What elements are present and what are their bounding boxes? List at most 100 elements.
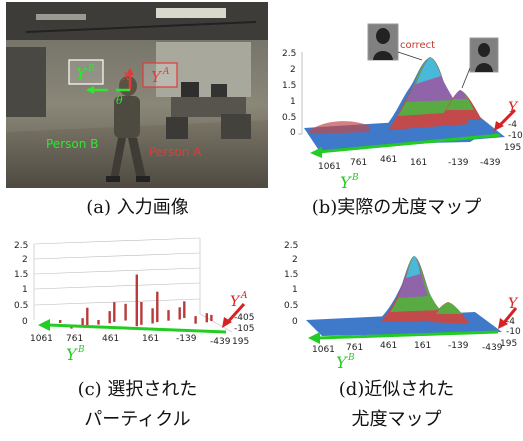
y-axis-sup-c: A — [240, 291, 248, 301]
y-tick: 195 — [500, 339, 517, 349]
x-axis-c — [38, 319, 227, 334]
particle-bar — [183, 301, 186, 318]
particle-bar — [124, 303, 127, 321]
particle-bar — [135, 274, 138, 327]
side-bump-b — [310, 121, 370, 134]
z-tick: 0 — [290, 128, 296, 138]
left-wall — [6, 47, 46, 117]
x-tick: -439 — [210, 337, 231, 347]
caption-b: (b)実際の尤度マップ — [311, 197, 482, 218]
z-tick: 2.5 — [14, 241, 28, 251]
y-axis-name-b: Y — [508, 100, 519, 116]
panel-selected-particles: 2.5 2 1.5 1 0.5 0 Y A — [0, 228, 268, 374]
caption-c: (c) 選択された パーティクル — [10, 378, 265, 432]
cabinet — [221, 114, 251, 139]
x-axis-sup-c: B — [77, 345, 85, 355]
y-tick: -105 — [234, 324, 254, 334]
z-tick: 2 — [290, 65, 296, 75]
y-axis-b: Y — [494, 100, 519, 131]
y-tick: -405 — [234, 313, 254, 323]
particle-bar — [108, 311, 111, 324]
input-photo: Y B Y A X θ Person B Person A — [6, 2, 268, 188]
x-tick: 1061 — [30, 334, 53, 344]
y-tick: -4 — [506, 317, 515, 327]
particle-bar — [86, 307, 89, 326]
x-axis-name-b: Y — [340, 173, 352, 192]
walking-person — [106, 76, 150, 182]
y-tick: -4 — [508, 120, 517, 130]
y-axis-d: Y — [498, 296, 519, 329]
chart-d: 2.5 2 1.5 1 0.5 0 Y 1 — [284, 241, 521, 372]
particle-bar — [178, 307, 181, 320]
x-tick: 761 — [66, 334, 83, 344]
coordinate-frame: X θ — [86, 68, 134, 107]
z-tick: 0.5 — [284, 301, 298, 311]
z-axis-b: 2.5 2 1.5 1 0.5 0 — [282, 49, 303, 138]
x-axis-sup-d: B — [347, 353, 355, 363]
person-a-label: Person A — [149, 145, 202, 159]
x-tick: 461 — [380, 341, 397, 351]
particle-bar — [205, 313, 208, 323]
particle-bar — [59, 320, 62, 323]
z-tick: 1 — [292, 285, 298, 295]
particle-bar — [156, 291, 159, 323]
yb-text: Y — [76, 65, 88, 83]
label-ya: Y A — [142, 62, 178, 88]
particle-bar — [113, 302, 116, 322]
chart-c: 2.5 2 1.5 1 0.5 0 Y A — [14, 237, 254, 364]
particle-bar — [167, 310, 170, 321]
particle-bar — [97, 320, 100, 325]
z-tick: 1.5 — [14, 270, 28, 280]
x-tick: 161 — [414, 341, 431, 351]
caption-d: (d)近似された 尤度マップ — [270, 378, 523, 432]
caption-a: (a) 入力画像 — [86, 197, 189, 218]
z-tick: 2.5 — [284, 241, 298, 251]
x-axis-name-d: Y — [336, 353, 348, 372]
z-tick: 1.5 — [282, 81, 296, 91]
second-peak-d — [428, 302, 470, 324]
x-tick: 461 — [102, 334, 119, 344]
z-tick: 1.5 — [284, 270, 298, 280]
x-axis-name-c: Y — [66, 345, 78, 364]
x-tick: 1061 — [318, 162, 341, 172]
wrong-thumbnail — [461, 37, 499, 89]
correct-thumbnail — [367, 23, 423, 61]
z-tick: 2 — [22, 255, 28, 265]
person-b-label: Person B — [46, 137, 98, 151]
back-wall-window — [156, 42, 251, 97]
caption-c-line1: (c) 選択された — [77, 379, 198, 400]
x-axis-d — [308, 330, 499, 344]
x-tick: 1061 — [312, 345, 335, 355]
z-tick: 0 — [292, 317, 298, 327]
x-tick: 161 — [142, 334, 159, 344]
ceiling — [6, 2, 268, 40]
theta-mark: θ — [116, 94, 123, 107]
yb-sup: B — [87, 64, 95, 74]
ya-text: Y — [151, 68, 163, 86]
particle-bar — [194, 316, 197, 324]
z-tick: 1 — [22, 285, 28, 295]
z-tick: 2.5 — [282, 49, 296, 59]
particle-bar — [151, 308, 154, 324]
x-ticks-d: 1061 761 461 161 -139 -439 -4 -10 195 — [312, 317, 521, 355]
caption-c-line2: パーティクル — [84, 409, 191, 430]
chair — [166, 117, 188, 139]
x-axis-b — [310, 133, 501, 158]
z-axis-c: 2.5 2 1.5 1 0.5 0 — [14, 241, 28, 327]
caption-d-line2: 尤度マップ — [351, 409, 442, 430]
x-tick: -139 — [176, 334, 197, 344]
panel-actual-likelihood-map: 2.5 2 1.5 1 0.5 0 — [270, 2, 523, 197]
panel-approx-likelihood-map: 2.5 2 1.5 1 0.5 0 Y 1 — [270, 228, 523, 374]
y-axis-c: Y A — [222, 291, 248, 328]
z-axis-d: 2.5 2 1.5 1 0.5 0 — [284, 241, 298, 327]
x-tick: -439 — [482, 343, 503, 353]
x-tick: -439 — [480, 158, 501, 168]
z-tick: 0.5 — [282, 113, 296, 123]
bars-c — [59, 274, 213, 329]
second-peak-b — [440, 90, 482, 120]
particle-bar — [140, 302, 143, 325]
correct-label: correct — [400, 40, 435, 51]
monitor — [181, 82, 199, 97]
x-tick: -139 — [448, 341, 469, 351]
main-peak-d — [366, 256, 468, 328]
